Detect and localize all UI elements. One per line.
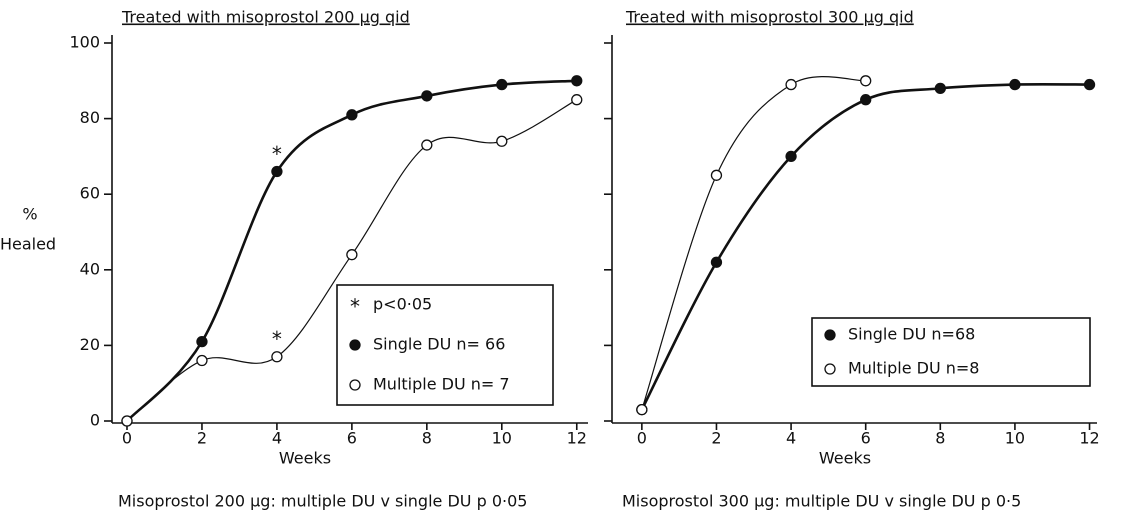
footer: Misoprostol 300 µg: multiple DU v single… [622,492,1021,511]
x-tick-label: 12 [567,429,587,448]
x-tick-label: 4 [272,429,282,448]
data-point [785,150,797,163]
data-point [1083,78,1096,91]
y-axis-label: % [22,205,37,224]
legend-box [336,284,554,406]
legend-marker [349,379,361,391]
x-tick-label: 4 [786,429,796,448]
data-point [934,82,946,95]
x-tick-label: 10 [492,429,512,448]
data-point [421,90,433,102]
data-point [496,135,508,147]
x-tick-label: 8 [935,429,945,448]
legend-marker [824,363,836,375]
y-tick-label: 100 [69,33,100,52]
data-point [346,249,358,261]
legend-marker: * [350,295,360,319]
data-point [121,415,133,427]
x-tick-label: 0 [637,429,647,448]
legend-marker [349,339,361,351]
data-point [710,169,723,181]
data-point [271,351,283,363]
y-tick-label: 0 [90,411,100,430]
data-point [1009,78,1021,91]
legend-label: Single DU n= 66 [373,335,505,354]
y-tick-label: 40 [80,259,100,278]
x-tick-label: 12 [1079,429,1099,448]
data-point [571,94,583,106]
x-axis-label: Weeks [819,449,871,468]
data-point [271,165,283,178]
data-point [860,94,872,106]
y-tick-label: 80 [80,108,100,127]
chart-title: Treated with misoprostol 300 µg qid [625,8,914,27]
data-point [196,335,208,348]
y-tick-label: 60 [80,184,100,203]
data-point [785,78,797,91]
footer: Misoprostol 200 µg: multiple DU v single… [118,492,527,511]
annotation: * [272,327,282,351]
x-tick-label: 6 [861,429,871,448]
x-tick-label: 2 [197,429,207,448]
legend-label: Multiple DU n=8 [848,359,979,378]
x-tick-label: 8 [422,429,432,448]
data-point [346,109,358,121]
x-tick-label: 10 [1005,429,1025,448]
x-axis-label: Weeks [279,449,331,468]
legend-label: Multiple DU n= 7 [373,375,510,394]
x-tick-label: 6 [347,429,357,448]
legend-label: Single DU n=68 [848,325,975,344]
data-point [196,354,208,367]
x-tick-label: 0 [122,429,132,448]
legend-marker [824,329,836,341]
data-point [421,139,433,151]
y-axis-label: Healed [0,235,56,254]
data-point [571,75,583,87]
y-tick-label: 20 [80,335,100,354]
legend-box [811,317,1091,387]
legend-label: p<0·05 [373,295,432,314]
series-line [641,76,866,410]
data-point [710,256,723,268]
annotation: * [272,142,282,166]
chart-title: Treated with misoprostol 200 µg qid [121,8,410,27]
data-point [496,78,508,91]
data-point [636,404,648,416]
data-point [860,75,872,87]
x-tick-label: 2 [711,429,721,448]
